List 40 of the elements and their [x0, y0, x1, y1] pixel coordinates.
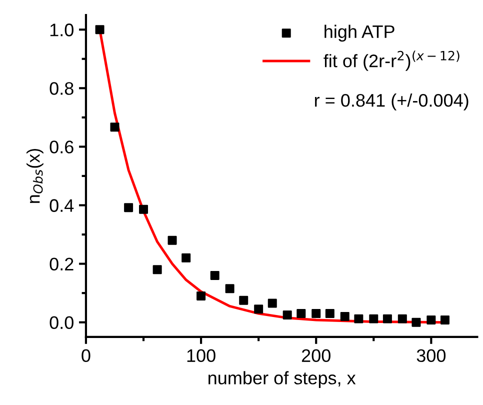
- point: [182, 253, 191, 262]
- x-tick-label: 200: [302, 349, 330, 362]
- x-tick-label: 100: [187, 349, 216, 362]
- y-tick-label: 0.6: [50, 140, 74, 154]
- y-tick-label: 0.4: [50, 199, 74, 212]
- point: [340, 312, 350, 321]
- point: [168, 236, 177, 245]
- point: [196, 291, 206, 300]
- point: [426, 315, 436, 324]
- point: [225, 284, 234, 294]
- point: [124, 203, 134, 212]
- point: [382, 314, 392, 324]
- x-tick-label: 300: [416, 349, 446, 362]
- point: [440, 315, 450, 324]
- point: [254, 304, 264, 314]
- point: [239, 296, 248, 305]
- y-tick-label: 0.2: [50, 258, 74, 271]
- point: [325, 309, 334, 318]
- point: [282, 310, 292, 320]
- point: [152, 265, 162, 274]
- point: [354, 314, 364, 324]
- y-tick-label: 1.0: [50, 24, 74, 36]
- point: [369, 314, 378, 324]
- y-tick-label: 0.8: [50, 82, 74, 95]
- x-axis-title: number of steps, x: [208, 371, 356, 388]
- point: [398, 314, 407, 324]
- point: [210, 270, 220, 280]
- x-tick-label: 0: [82, 349, 90, 362]
- legend-label: fit of (2r-r$^{2}$)$^{(x−12)}$: [324, 50, 460, 71]
- point: [110, 122, 120, 132]
- point: [139, 204, 148, 214]
- legend-label: high ATP: [324, 24, 394, 42]
- y-axis-title: n$_{Obs}$(x): [26, 148, 44, 203]
- point: [312, 309, 321, 318]
- point: [268, 298, 277, 308]
- annotation: r = 0.841 (+/-0.004): [315, 94, 468, 110]
- point: [296, 309, 306, 318]
- point: [412, 318, 421, 327]
- point: [95, 25, 104, 34]
- y-tick-label: 0.0: [50, 316, 74, 330]
